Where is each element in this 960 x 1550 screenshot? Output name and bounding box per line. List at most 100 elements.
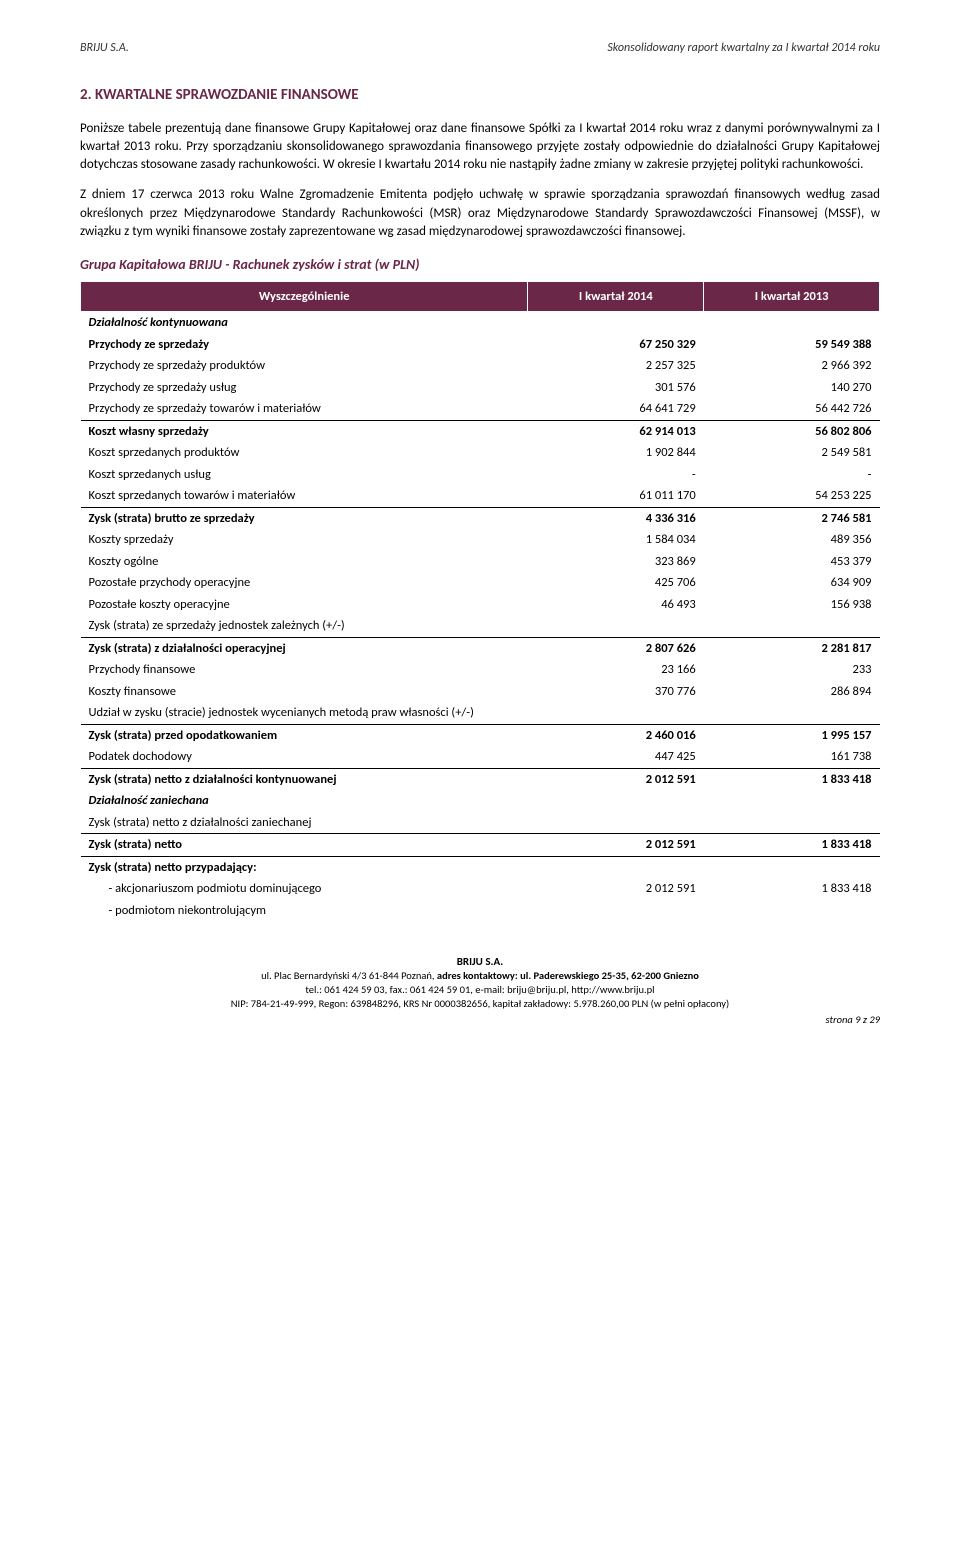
- row-value-2014: [528, 702, 704, 724]
- table-row: Pozostałe koszty operacyjne46 493156 938: [81, 594, 880, 616]
- page-footer: BRIJU S.A. ul. Plac Bernardyński 4/3 61-…: [80, 955, 880, 1010]
- table-row: Zysk (strata) netto z działalności konty…: [81, 768, 880, 790]
- row-value-2014: 2 257 325: [528, 355, 704, 377]
- row-value-2013: 2 549 581: [704, 442, 880, 464]
- row-value-2014: 447 425: [528, 746, 704, 768]
- row-value-2014: 64 641 729: [528, 398, 704, 420]
- footer-addr1-bold: adres kontaktowy: ul. Paderewskiego 25-3…: [437, 969, 699, 982]
- row-label: Zysk (strata) przed opodatkowaniem: [81, 724, 528, 746]
- footer-address-1: ul. Plac Bernardyński 4/3 61-844 Poznań,…: [80, 969, 880, 983]
- table-row: Zysk (strata) netto2 012 5911 833 418: [81, 834, 880, 857]
- row-value-2014: 1 902 844: [528, 442, 704, 464]
- row-label: Koszty sprzedaży: [81, 529, 528, 551]
- row-value-2013: 56 442 726: [704, 398, 880, 420]
- row-value-2013: 56 802 806: [704, 420, 880, 442]
- table-row: Przychody finansowe23 166233: [81, 659, 880, 681]
- row-value-2014: 301 576: [528, 377, 704, 399]
- row-value-2013: 1 833 418: [704, 878, 880, 900]
- income-statement-table: Wyszczególnienie I kwartał 2014 I kwarta…: [80, 281, 880, 922]
- row-label: Przychody ze sprzedaży produktów: [81, 355, 528, 377]
- table-row: Działalność zaniechana: [81, 790, 880, 812]
- row-value-2013: 2 281 817: [704, 637, 880, 659]
- row-value-2014: 370 776: [528, 681, 704, 703]
- table-header-row: Wyszczególnienie I kwartał 2014 I kwarta…: [81, 281, 880, 312]
- row-label: Działalność kontynuowana: [81, 312, 528, 334]
- table-row: Przychody ze sprzedaży produktów2 257 32…: [81, 355, 880, 377]
- row-value-2013: 1 833 418: [704, 834, 880, 857]
- footer-company: BRIJU S.A.: [80, 955, 880, 969]
- row-label: Przychody ze sprzedaży: [81, 334, 528, 356]
- row-label: Zysk (strata) z działalności operacyjnej: [81, 637, 528, 659]
- row-value-2014: 67 250 329: [528, 334, 704, 356]
- row-label: Koszt własny sprzedaży: [81, 420, 528, 442]
- footer-address-3: NIP: 784-21-49-999, Regon: 639848296, KR…: [80, 997, 880, 1011]
- row-value-2014: 62 914 013: [528, 420, 704, 442]
- row-value-2013: [704, 312, 880, 334]
- row-label: Udział w zysku (stracie) jednostek wycen…: [81, 702, 528, 724]
- row-value-2014: 61 011 170: [528, 485, 704, 507]
- row-label: Pozostałe koszty operacyjne: [81, 594, 528, 616]
- row-value-2013: 161 738: [704, 746, 880, 768]
- table-row: Zysk (strata) z działalności operacyjnej…: [81, 637, 880, 659]
- row-value-2013: 54 253 225: [704, 485, 880, 507]
- row-value-2014: [528, 900, 704, 922]
- table-row: Przychody ze sprzedaży67 250 32959 549 3…: [81, 334, 880, 356]
- row-value-2013: -: [704, 464, 880, 486]
- row-value-2013: [704, 702, 880, 724]
- col-header-label: Wyszczególnienie: [81, 281, 528, 312]
- row-label: Przychody finansowe: [81, 659, 528, 681]
- row-value-2013: 140 270: [704, 377, 880, 399]
- row-label: Zysk (strata) netto z działalności zanie…: [81, 812, 528, 834]
- row-value-2014: [528, 856, 704, 878]
- row-label: Zysk (strata) netto z działalności konty…: [81, 768, 528, 790]
- row-value-2014: [528, 812, 704, 834]
- row-value-2013: 634 909: [704, 572, 880, 594]
- col-header-q2014: I kwartał 2014: [528, 281, 704, 312]
- row-value-2014: 425 706: [528, 572, 704, 594]
- paragraph-1: Poniższe tabele prezentują dane finansow…: [80, 120, 880, 175]
- row-value-2013: 489 356: [704, 529, 880, 551]
- header-left: BRIJU S.A.: [80, 40, 129, 57]
- row-label: Zysk (strata) netto przypadający:: [81, 856, 528, 878]
- footer-address-2: tel.: 061 424 59 03, fax.: 061 424 59 01…: [80, 983, 880, 997]
- row-value-2013: [704, 790, 880, 812]
- row-value-2013: 1 995 157: [704, 724, 880, 746]
- row-label: Przychody ze sprzedaży towarów i materia…: [81, 398, 528, 420]
- row-value-2014: 2 807 626: [528, 637, 704, 659]
- table-row: - akcjonariuszom podmiotu dominującego2 …: [81, 878, 880, 900]
- row-label: - akcjonariuszom podmiotu dominującego: [81, 878, 528, 900]
- row-value-2013: [704, 812, 880, 834]
- footer-addr1-plain: ul. Plac Bernardyński 4/3 61-844 Poznań,: [261, 969, 437, 982]
- table-row: Zysk (strata) przed opodatkowaniem2 460 …: [81, 724, 880, 746]
- row-value-2013: [704, 856, 880, 878]
- row-value-2014: 2 012 591: [528, 834, 704, 857]
- row-value-2013: 453 379: [704, 551, 880, 573]
- row-value-2013: 2 966 392: [704, 355, 880, 377]
- table-row: Zysk (strata) ze sprzedaży jednostek zal…: [81, 615, 880, 637]
- table-row: Zysk (strata) netto z działalności zanie…: [81, 812, 880, 834]
- row-label: - podmiotom niekontrolującym: [81, 900, 528, 922]
- row-label: Zysk (strata) netto: [81, 834, 528, 857]
- table-row: Zysk (strata) netto przypadający:: [81, 856, 880, 878]
- row-label: Koszt sprzedanych produktów: [81, 442, 528, 464]
- row-label: Przychody ze sprzedaży usług: [81, 377, 528, 399]
- row-value-2013: [704, 615, 880, 637]
- row-label: Koszty finansowe: [81, 681, 528, 703]
- table-row: Pozostałe przychody operacyjne425 706634…: [81, 572, 880, 594]
- table-row: - podmiotom niekontrolującym: [81, 900, 880, 922]
- row-value-2014: 46 493: [528, 594, 704, 616]
- table-row: Koszty sprzedaży1 584 034489 356: [81, 529, 880, 551]
- table-row: Koszty finansowe370 776286 894: [81, 681, 880, 703]
- row-label: Koszt sprzedanych towarów i materiałów: [81, 485, 528, 507]
- table-row: Koszt własny sprzedaży62 914 01356 802 8…: [81, 420, 880, 442]
- table-row: Koszt sprzedanych towarów i materiałów61…: [81, 485, 880, 507]
- section-title: 2. KWARTALNE SPRAWOZDANIE FINANSOWE: [80, 85, 880, 106]
- table-title: Grupa Kapitałowa BRIJU - Rachunek zysków…: [80, 255, 880, 275]
- row-value-2013: 156 938: [704, 594, 880, 616]
- row-label: Podatek dochodowy: [81, 746, 528, 768]
- row-label: Działalność zaniechana: [81, 790, 528, 812]
- row-label: Pozostałe przychody operacyjne: [81, 572, 528, 594]
- row-label: Zysk (strata) ze sprzedaży jednostek zal…: [81, 615, 528, 637]
- row-value-2014: 2 460 016: [528, 724, 704, 746]
- row-value-2014: [528, 615, 704, 637]
